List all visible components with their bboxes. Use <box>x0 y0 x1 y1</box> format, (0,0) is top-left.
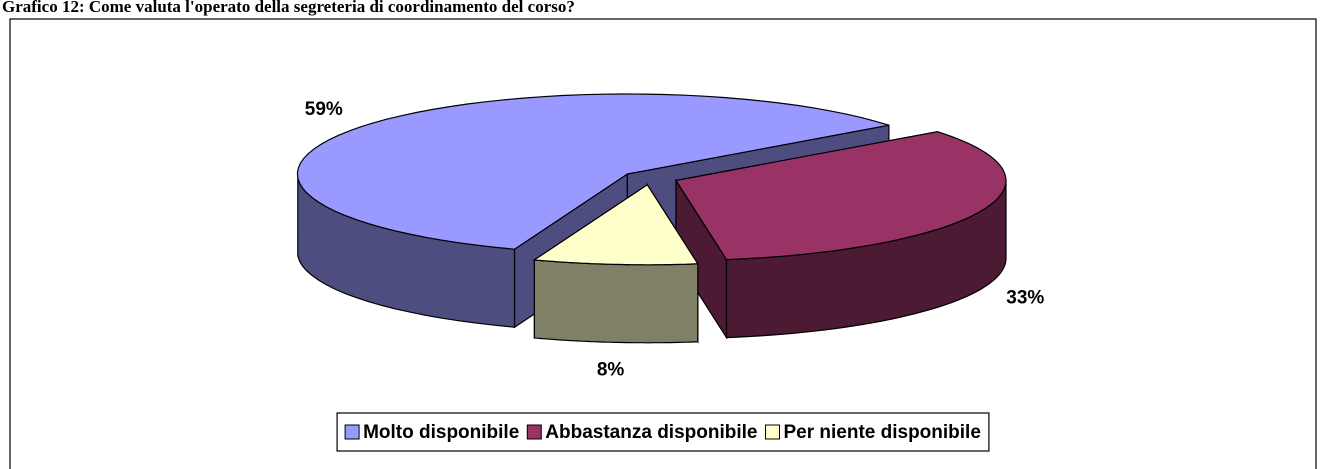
data-label: 33% <box>1006 288 1044 309</box>
chart-title: Grafico 12: Come valuta l'operato della … <box>2 0 575 16</box>
data-label: 59% <box>305 99 343 120</box>
legend: Molto disponibile Abbastanza disponibile P… <box>344 422 981 443</box>
slice-side <box>533 259 699 344</box>
legend-swatch <box>526 424 542 440</box>
legend-swatch <box>344 424 360 440</box>
legend-swatch <box>764 424 780 440</box>
data-label: 8% <box>597 359 625 380</box>
slice-top <box>532 183 699 266</box>
legend-label: Per niente disponibile <box>783 422 980 443</box>
chart-frame <box>9 18 1317 469</box>
slice-top <box>296 93 890 250</box>
slice-top <box>675 131 1007 261</box>
legend-box <box>336 412 990 452</box>
legend-label: Molto disponibile <box>363 422 519 443</box>
legend-label: Abbastanza disponibile <box>545 422 757 443</box>
pie: 59% 33% 8% <box>296 93 1044 380</box>
